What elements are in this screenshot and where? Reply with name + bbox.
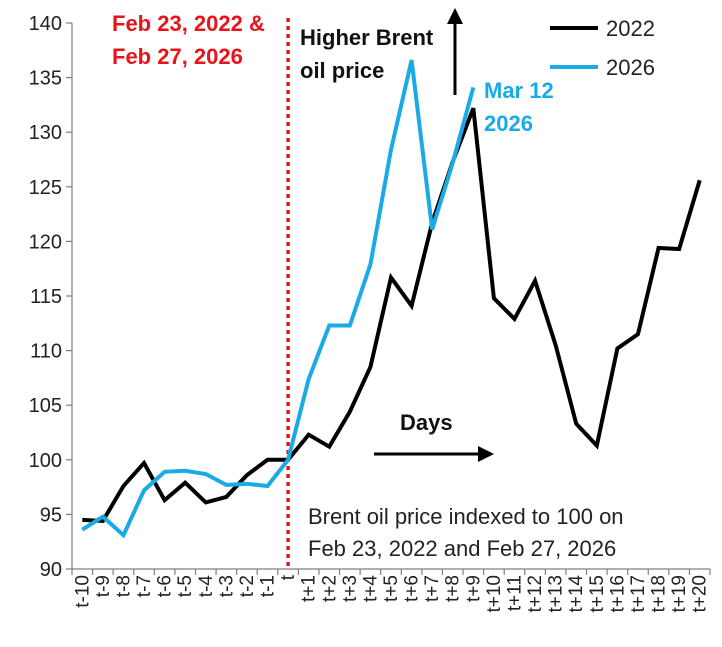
days-label: Days: [400, 410, 453, 435]
y-tick-label: 100: [29, 450, 62, 472]
x-tick-label: t-1: [258, 575, 279, 597]
x-tick-label: t+2: [319, 575, 340, 602]
y-tick-label: 135: [29, 68, 62, 90]
x-tick-label: t+18: [649, 575, 670, 613]
latest-date-label-line1: Mar 12: [484, 78, 554, 103]
x-tick-label: t+20: [690, 575, 711, 613]
series-line-2026: [81, 59, 476, 539]
x-tick-label: t-8: [113, 575, 134, 597]
x-tick-label: t+4: [360, 575, 381, 602]
x-tick-label: t-2: [237, 575, 258, 597]
y-tick-label: 125: [29, 177, 62, 199]
y-tick-label: 95: [40, 504, 62, 526]
x-tick-label: t+14: [566, 575, 587, 613]
x-tick-label: t+3: [340, 575, 361, 602]
x-tick-label: t-6: [155, 575, 176, 597]
y-tick-label: 115: [30, 286, 62, 308]
y-tick-label: 105: [29, 395, 62, 417]
x-tick-label: t+19: [669, 575, 690, 613]
legend-label-2026: 2026: [606, 55, 655, 80]
x-tick-label: t+13: [546, 575, 567, 613]
higher-price-label-line2: oil price: [300, 58, 384, 83]
y-tick-label: 140: [29, 13, 62, 35]
x-tick-label: t+5: [381, 575, 402, 602]
x-tick-label: t+15: [587, 575, 608, 613]
latest-date-label-line2: 2026: [484, 111, 533, 136]
legend: 2022 2026: [550, 16, 655, 80]
x-tick-label: t-7: [134, 575, 155, 597]
index-note-line2: Feb 23, 2022 and Feb 27, 2026: [308, 536, 616, 561]
y-tick-label: 110: [30, 341, 62, 363]
x-tick-label: t-4: [196, 575, 217, 598]
x-tick-label: t+9: [463, 575, 484, 602]
x-tick-label: t+8: [443, 575, 464, 602]
x-tick-label: t-3: [216, 575, 237, 597]
x-tick-label: t+11: [504, 575, 525, 611]
series-line-2022: [82, 107, 702, 524]
up-arrow-head-icon: [447, 8, 463, 24]
y-tick-label: 90: [40, 559, 62, 581]
series-group: [81, 59, 702, 539]
event-label-line2: Feb 27, 2026: [112, 44, 243, 69]
annotations: Feb 23, 2022 & Feb 27, 2026 Higher Brent…: [112, 8, 624, 561]
x-tick-label: t+6: [402, 575, 423, 602]
x-tick-label: t-10: [72, 575, 93, 608]
event-label-line1: Feb 23, 2022 &: [112, 11, 265, 36]
index-note-line1: Brent oil price indexed to 100 on: [308, 504, 624, 529]
legend-label-2022: 2022: [606, 16, 655, 41]
right-arrow-head-icon: [478, 446, 494, 462]
x-tick-label: t-9: [93, 575, 114, 597]
x-tick-label: t+7: [422, 575, 443, 602]
x-tick-label: t+17: [628, 575, 649, 613]
x-tick-label: t+12: [525, 575, 546, 613]
x-tick-label: t-5: [175, 575, 196, 597]
y-tick-label: 130: [29, 122, 62, 144]
higher-price-label-line1: Higher Brent: [300, 25, 434, 50]
x-tick-label: t+10: [484, 575, 505, 613]
x-tick-label: t+16: [607, 575, 628, 613]
x-tick-label: t: [278, 574, 299, 580]
x-tick-label: t+1: [299, 575, 320, 602]
y-tick-label: 120: [29, 231, 62, 253]
